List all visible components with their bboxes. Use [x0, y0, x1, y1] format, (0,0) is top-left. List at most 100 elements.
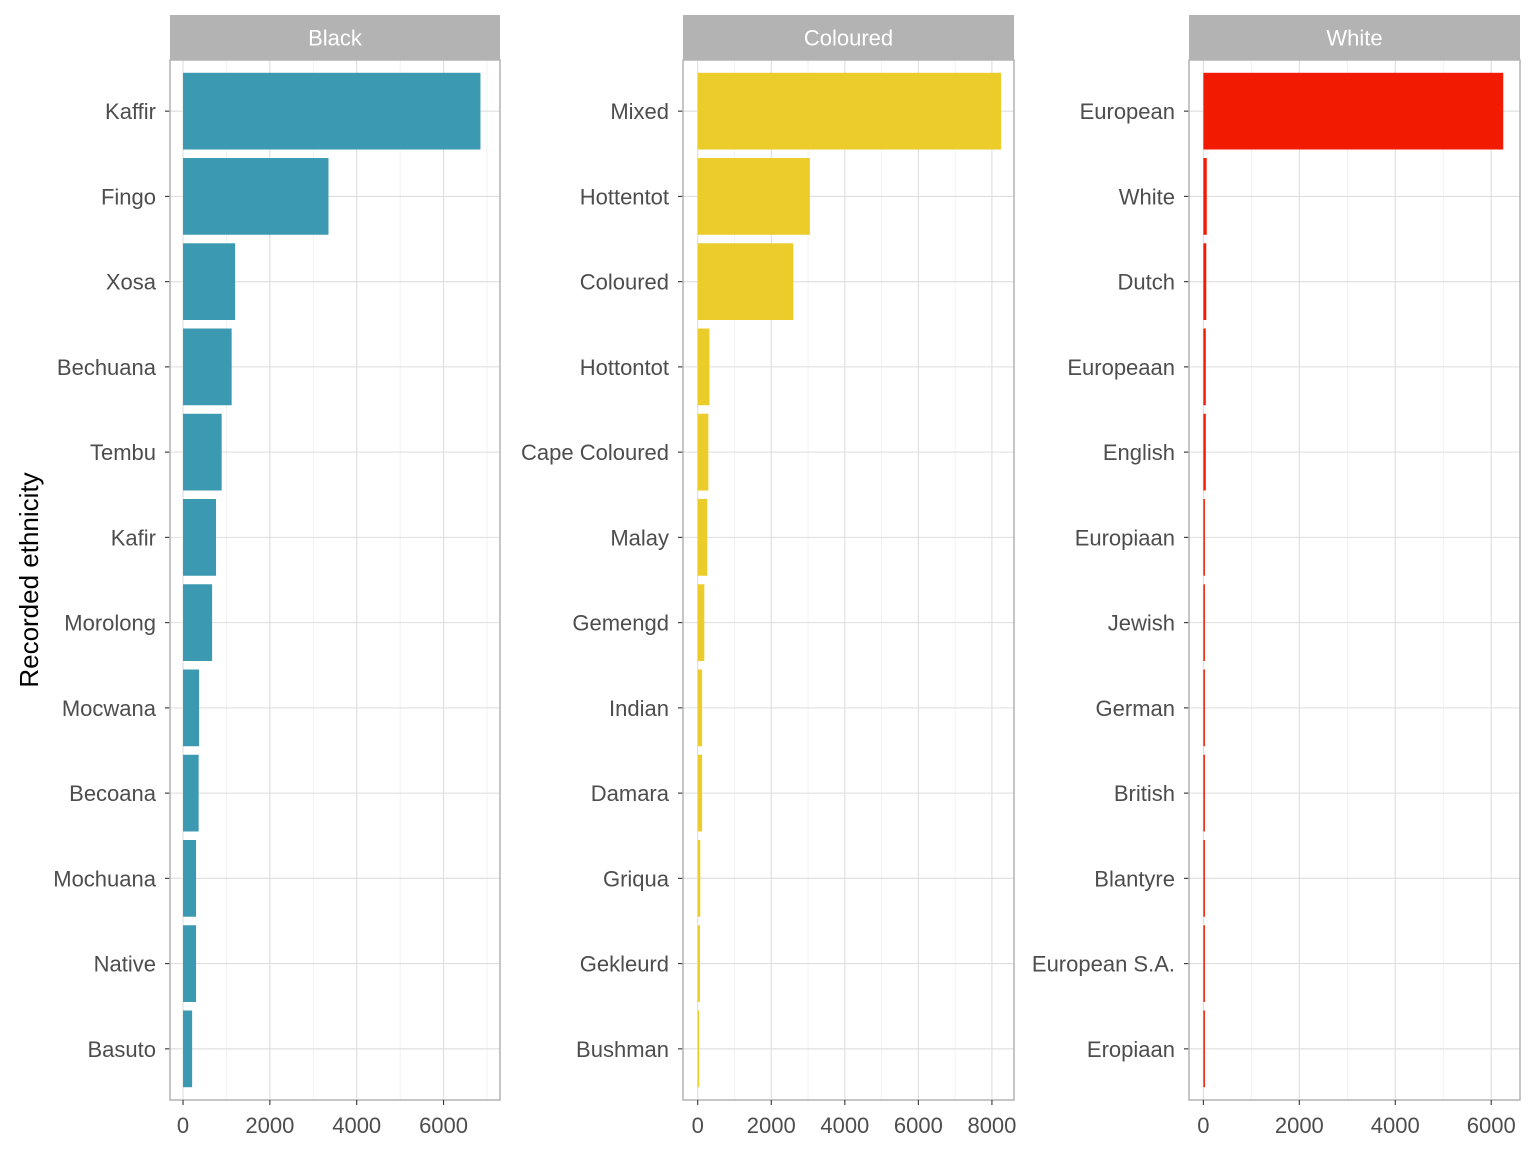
- bar-coloured: [697, 243, 794, 320]
- x-tick-label: 4000: [1371, 1113, 1420, 1138]
- category-label: White: [1119, 184, 1175, 209]
- bar-bushman: [697, 1010, 700, 1088]
- facet-strip-label: White: [1326, 26, 1382, 51]
- bar-eropiaan: [1203, 1010, 1205, 1088]
- bar-british: [1203, 754, 1205, 832]
- category-label: Hottontot: [580, 355, 669, 380]
- facet-strip: [683, 15, 1014, 60]
- category-label: Becoana: [69, 781, 157, 806]
- x-tick-label: 2000: [1275, 1113, 1324, 1138]
- facet-strip-label: Coloured: [804, 26, 893, 51]
- x-tick-label: 2000: [747, 1113, 796, 1138]
- bar-griqua: [697, 840, 701, 917]
- x-tick-label: 4000: [332, 1113, 381, 1138]
- bar-malay: [697, 499, 708, 576]
- bar-european: [1203, 72, 1504, 150]
- category-label: German: [1096, 696, 1175, 721]
- bar-europiaan: [1203, 499, 1205, 576]
- category-label: Bechuana: [57, 355, 157, 380]
- bar-german: [1203, 669, 1205, 747]
- facet-strip: [170, 15, 500, 60]
- panel-border: [169, 59, 501, 1101]
- panel-border: [1188, 59, 1521, 1101]
- bar-becoana: [183, 754, 199, 832]
- category-label: Malay: [610, 525, 669, 550]
- bar-mochuana: [183, 840, 197, 917]
- category-label: Basuto: [88, 1037, 157, 1062]
- bar-blantyre: [1203, 840, 1205, 917]
- category-label: Jewish: [1108, 611, 1175, 636]
- panel-border: [682, 59, 1015, 1101]
- bar-hottentot: [697, 158, 810, 235]
- category-label: Tembu: [90, 440, 156, 465]
- grid-lines: [170, 60, 500, 1100]
- category-label: Damara: [591, 781, 670, 806]
- bar-kaffir: [183, 72, 481, 150]
- category-label: English: [1103, 440, 1175, 465]
- category-label: Europiaan: [1075, 525, 1175, 550]
- bar-fingo: [183, 158, 329, 235]
- bar-basuto: [183, 1010, 193, 1088]
- category-label: British: [1114, 781, 1175, 806]
- category-label: Gemengd: [572, 611, 669, 636]
- facet-strip-label: Black: [308, 26, 363, 51]
- bar-tembu: [183, 413, 222, 491]
- x-tick-label: 0: [692, 1113, 704, 1138]
- category-label: Native: [94, 952, 156, 977]
- category-label: European S.A.: [1032, 952, 1175, 977]
- bar-mocwana: [183, 669, 200, 747]
- bar-white: [1203, 158, 1207, 235]
- panel-background: [1189, 60, 1520, 1100]
- bar-european-s-a-: [1203, 925, 1205, 1002]
- x-tick-label: 6000: [894, 1113, 943, 1138]
- category-label: Xosa: [106, 270, 157, 295]
- bar-indian: [697, 669, 703, 747]
- facet-strip: [1189, 15, 1520, 60]
- x-tick-label: 2000: [245, 1113, 294, 1138]
- category-label: Blantyre: [1094, 866, 1175, 891]
- x-tick-label: 6000: [1467, 1113, 1516, 1138]
- bar-native: [183, 925, 197, 1002]
- category-label: Mocwana: [62, 696, 157, 721]
- category-label: Hottentot: [580, 184, 669, 209]
- facet-white: White European White Dutch Europeaan English E…: [1032, 15, 1521, 1138]
- facet-coloured: Coloured Mixed Hottentot Coloured Hottontot C…: [521, 15, 1016, 1138]
- category-label: Bushman: [576, 1037, 669, 1062]
- category-label: Morolong: [64, 611, 156, 636]
- bar-damara: [697, 754, 703, 832]
- category-label: Cape Coloured: [521, 440, 669, 465]
- facet-black: Black Kaffir Fingo Xosa Bechuana Tembu Kafir Mo…: [53, 15, 501, 1138]
- bar-gekleurd: [697, 925, 700, 1002]
- bar-cape-coloured: [697, 413, 709, 491]
- x-tick-label: 0: [1197, 1113, 1209, 1138]
- bar-kafir: [183, 499, 217, 576]
- bar-english: [1203, 413, 1206, 491]
- bar-europeaan: [1203, 328, 1206, 406]
- x-tick-label: 6000: [419, 1113, 468, 1138]
- bar-jewish: [1203, 584, 1205, 661]
- category-label: Mochuana: [53, 866, 157, 891]
- category-label: European: [1080, 99, 1175, 124]
- x-tick-label: 8000: [967, 1113, 1016, 1138]
- bar-dutch: [1203, 243, 1207, 320]
- bar-xosa: [183, 243, 236, 320]
- category-label: Mixed: [610, 99, 669, 124]
- bar-gemengd: [697, 584, 705, 661]
- category-label: Gekleurd: [580, 952, 669, 977]
- category-label: Indian: [609, 696, 669, 721]
- bar-morolong: [183, 584, 213, 661]
- category-label: Griqua: [603, 866, 670, 891]
- facet-panels: Black Kaffir Fingo Xosa Bechuana Tembu Kafir Mo…: [53, 15, 1521, 1138]
- x-tick-label: 0: [177, 1113, 189, 1138]
- category-label: Europeaan: [1067, 355, 1175, 380]
- category-label: Coloured: [580, 270, 669, 295]
- bar-mixed: [697, 72, 1002, 150]
- y-axis-label: Recorded ethnicity: [14, 472, 44, 687]
- bar-hottontot: [697, 328, 710, 406]
- category-label: Eropiaan: [1087, 1037, 1175, 1062]
- x-tick-label: 4000: [820, 1113, 869, 1138]
- bar-bechuana: [183, 328, 232, 406]
- category-label: Kaffir: [105, 99, 156, 124]
- category-label: Dutch: [1118, 270, 1175, 295]
